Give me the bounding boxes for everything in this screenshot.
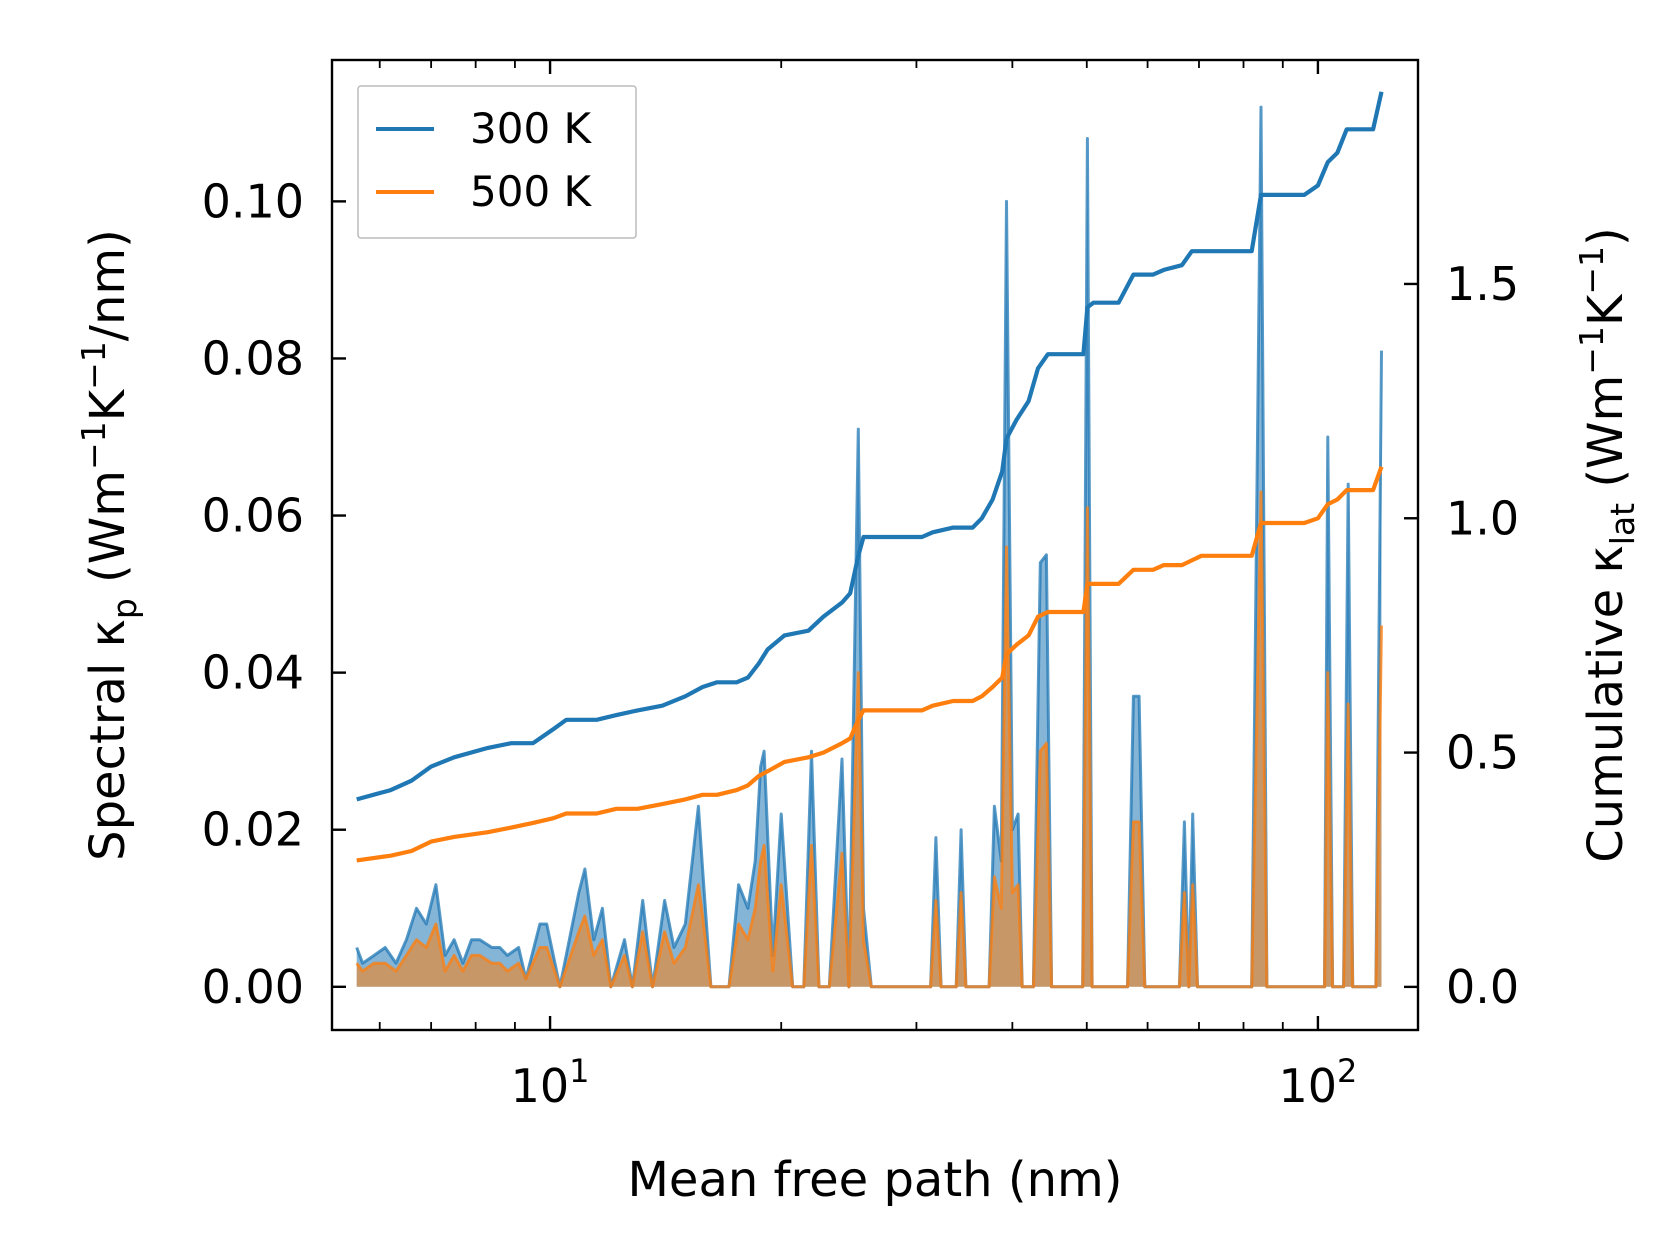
x-tick-label-exp: 2: [1337, 1052, 1357, 1090]
right-y-tick-label: 0.5: [1446, 726, 1519, 780]
right-y-tick-label: 0.0: [1446, 960, 1519, 1014]
right-y-tick-label: 1.0: [1446, 491, 1519, 545]
cumulative-line-300k: [356, 91, 1384, 802]
left-y-tick-label: 0.06: [202, 489, 304, 543]
right-y-title-unit-close: ): [1578, 227, 1634, 246]
x-tick-label: 102: [1278, 1052, 1357, 1113]
right-y-title-unit-open: (Wm: [1578, 375, 1634, 503]
left-y-title-main: Spectral κ: [80, 619, 136, 861]
left-y-title-exp-2: −1: [74, 341, 113, 390]
left-y-title-exp-1: −1: [74, 421, 113, 470]
right-y-title-exp-1: −1: [1572, 326, 1611, 375]
left-y-title-unit-close: /nm): [80, 229, 136, 341]
right-y-tick-label: 1.5: [1446, 257, 1519, 311]
x-axis-title: Mean free path (nm): [628, 1152, 1123, 1208]
spectral-line-500k: [355, 490, 1383, 989]
x-tick-label: 101: [511, 1052, 590, 1113]
left-y-tick-label: 0.02: [202, 803, 304, 857]
left-y-axis-title: Spectral κp (Wm−1K−1/nm): [74, 229, 144, 861]
plot-frame: [330, 58, 1420, 1032]
right-y-title-exp-2: −1: [1572, 246, 1611, 295]
x-tick-label-base: 10: [511, 1059, 570, 1113]
left-y-tick-label: 0.00: [202, 960, 304, 1014]
left-y-tick-label: 0.10: [202, 174, 304, 228]
left-y-tick-label: 0.08: [202, 331, 304, 385]
cumulative-line-500k: [356, 465, 1384, 863]
left-y-title-sub: p: [105, 598, 144, 619]
left-y-title-unit-open: (Wm: [80, 470, 136, 598]
series-layer: [355, 91, 1384, 989]
right-y-title-k: K: [1578, 293, 1634, 326]
legend-frame: [357, 85, 637, 239]
legend-label-300k: 300 K: [470, 104, 593, 153]
right-y-title-main: Cumulative κ: [1578, 545, 1634, 863]
legend: 300 K 500 K: [357, 85, 637, 239]
x-tick-label-base: 10: [1278, 1059, 1337, 1113]
left-y-title-k: K: [80, 388, 136, 421]
right-y-title-sub: lat: [1603, 503, 1642, 545]
left-y-tick-label: 0.04: [202, 646, 304, 700]
x-tick-label-exp: 1: [569, 1052, 589, 1090]
legend-label-500k: 500 K: [470, 167, 593, 216]
right-y-axis-title: Cumulative κlat (Wm−1K−1): [1572, 227, 1642, 863]
